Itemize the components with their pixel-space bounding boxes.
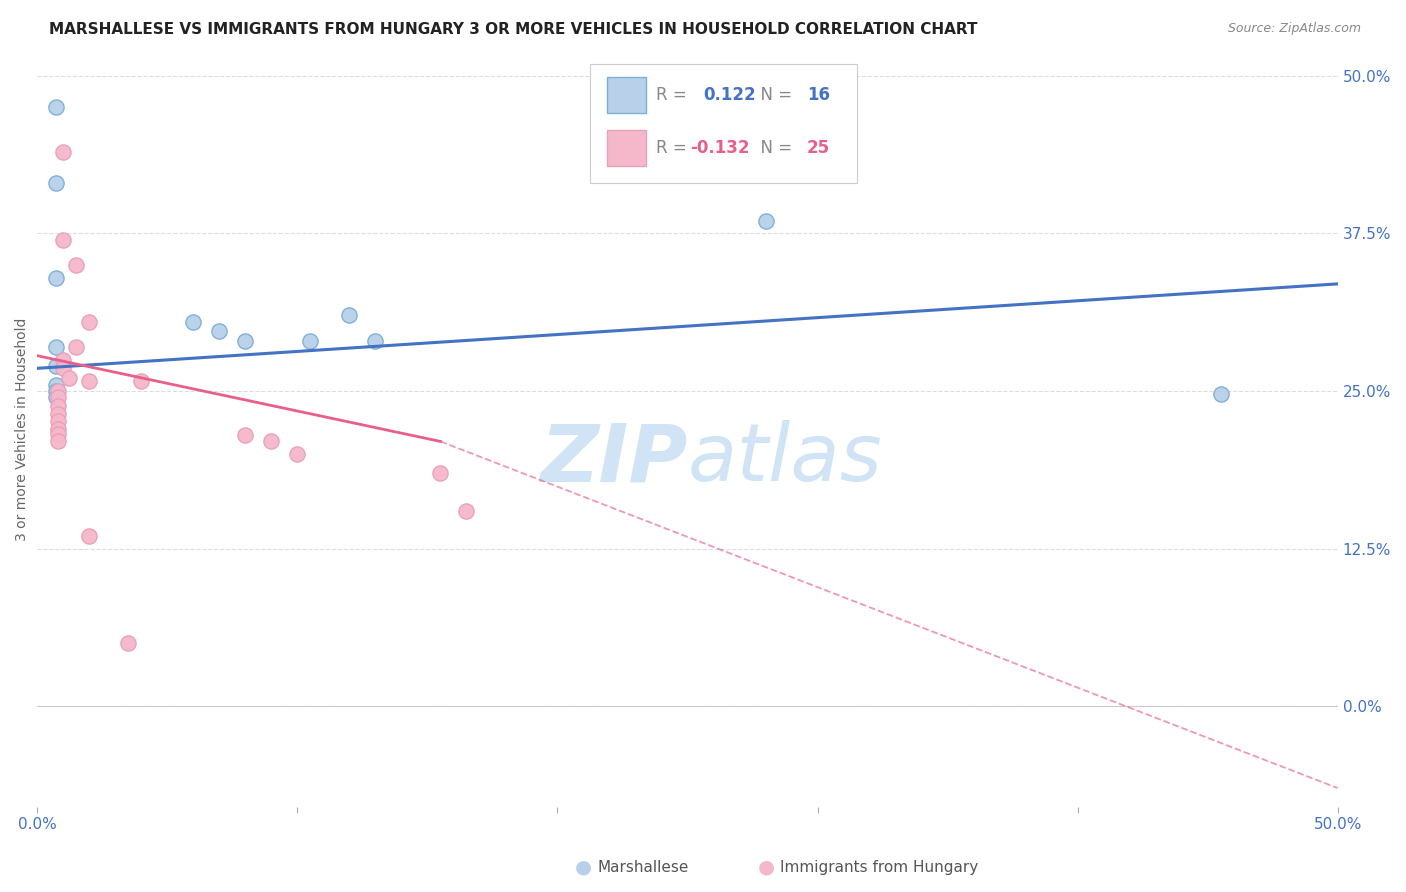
Point (1209, 386, 1232, 401)
Text: atlas: atlas (688, 420, 882, 498)
Point (52, 361, 75, 376)
Point (131, 374, 153, 388)
Text: ZIP: ZIP (540, 420, 688, 498)
Text: MARSHALLESE VS IMMIGRANTS FROM HUNGARY 3 OR MORE VEHICLES IN HOUSEHOLD CORRELATI: MARSHALLESE VS IMMIGRANTS FROM HUNGARY 3… (49, 22, 977, 37)
Y-axis label: 3 or more Vehicles in Household: 3 or more Vehicles in Household (15, 318, 30, 541)
Point (79, 315, 101, 329)
Text: 0.122: 0.122 (703, 87, 755, 104)
Point (364, 334, 387, 348)
Point (46, 407, 69, 421)
Point (46, 414, 69, 428)
Point (65, 340, 87, 354)
Text: ●: ● (758, 857, 775, 877)
Point (45, 390, 67, 404)
Point (45, 176, 67, 190)
Text: -0.132: -0.132 (690, 139, 749, 157)
Point (45, 359, 67, 373)
Point (235, 334, 257, 348)
Point (45, 270, 67, 285)
Point (79, 374, 101, 388)
Point (52, 145, 75, 159)
Text: Immigrants from Hungary: Immigrants from Hungary (780, 860, 979, 874)
Text: R =: R = (657, 139, 692, 157)
Point (46, 399, 69, 413)
Text: N =: N = (749, 139, 797, 157)
Text: Source: ZipAtlas.com: Source: ZipAtlas.com (1227, 22, 1361, 36)
Text: 16: 16 (807, 87, 830, 104)
FancyBboxPatch shape (591, 63, 856, 183)
FancyBboxPatch shape (607, 130, 645, 167)
Point (52, 352, 75, 367)
Point (754, 214, 776, 228)
Point (52, 233, 75, 247)
Point (299, 334, 322, 348)
Point (58, 371, 80, 385)
Point (45, 377, 67, 392)
FancyBboxPatch shape (607, 77, 645, 113)
Point (45, 100, 67, 114)
Point (46, 434, 69, 449)
Point (46, 426, 69, 441)
Point (429, 466, 451, 480)
Point (117, 636, 139, 650)
Point (45, 340, 67, 354)
Text: Marshallese: Marshallese (598, 860, 689, 874)
Point (46, 390, 69, 404)
Point (235, 428, 257, 442)
Point (183, 315, 205, 329)
Text: N =: N = (749, 87, 797, 104)
Text: ●: ● (575, 857, 592, 877)
Point (260, 434, 283, 449)
Point (208, 324, 231, 338)
Point (46, 384, 69, 398)
Point (287, 447, 309, 461)
Point (65, 258, 87, 272)
Point (45, 384, 67, 398)
Point (46, 422, 69, 436)
Text: 25: 25 (807, 139, 830, 157)
Point (456, 504, 478, 518)
Point (79, 529, 101, 543)
Text: R =: R = (657, 87, 692, 104)
Point (339, 309, 361, 323)
